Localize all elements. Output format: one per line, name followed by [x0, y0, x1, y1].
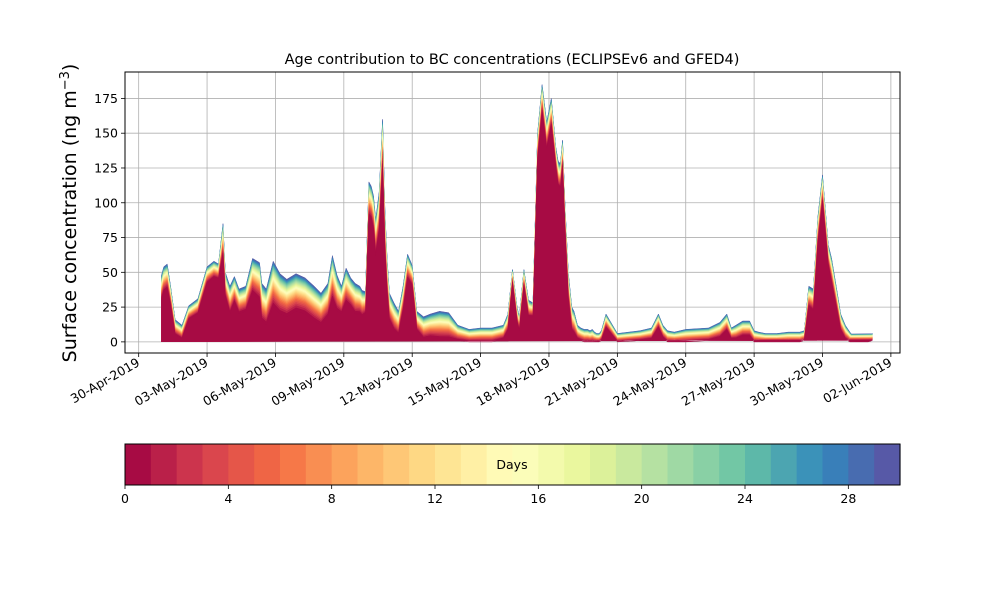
plot-frame: [124, 71, 901, 354]
y-axis-ticks: 0 25 50 75 100 125 150 175: [94, 91, 125, 349]
colorbar-cell: [280, 444, 307, 485]
colorbar-label: Days: [496, 457, 527, 472]
colorbar: Days 0 4 8 12 16 20 24 28: [121, 443, 901, 506]
y-tick-label: 150: [94, 126, 118, 141]
age-layer-fresh: [161, 112, 873, 343]
colorbar-cell: [460, 444, 488, 485]
colorbar-cell: [254, 444, 281, 485]
colorbar-cell: [719, 444, 746, 485]
colorbar-cell: [435, 444, 462, 485]
chart-title: Age contribution to BC concentrations (E…: [285, 52, 740, 68]
y-tick-label: 25: [102, 300, 118, 315]
colorbar-cell: [770, 444, 798, 485]
colorbar-cell: [538, 444, 565, 485]
colorbar-tick-label: 12: [427, 491, 443, 506]
colorbar-tick-label: 24: [737, 491, 753, 506]
y-tick-label: 125: [94, 160, 118, 175]
colorbar-ticks: 0 4 8 12 16 20 24 28: [121, 485, 856, 506]
colorbar-tick-label: 16: [530, 491, 546, 506]
colorbar-frame: [124, 443, 901, 486]
colorbar-cell: [848, 444, 875, 485]
colorbar-cell: [305, 444, 333, 485]
colorbar-cell: [822, 444, 849, 485]
colorbar-cell: [202, 444, 229, 485]
colorbar-cell: [331, 444, 359, 485]
colorbar-cell: [693, 444, 720, 485]
colorbar-cell: [564, 444, 591, 485]
y-tick-label: 0: [110, 334, 118, 349]
colorbar-cell: [357, 444, 384, 485]
colorbar-tick-label: 28: [840, 491, 856, 506]
colorbar-cell: [667, 444, 694, 485]
colorbar-cells: [125, 444, 901, 485]
colorbar-tick-label: 4: [224, 491, 232, 506]
colorbar-cell: [176, 444, 204, 485]
colorbar-cell: [125, 444, 152, 485]
y-tick-label: 100: [94, 195, 118, 210]
y-tick-label: 50: [102, 265, 118, 280]
colorbar-cell: [383, 444, 410, 485]
colorbar-cell: [874, 444, 901, 485]
age-layers: [161, 84, 873, 343]
colorbar-tick-label: 8: [328, 491, 336, 506]
colorbar-cell: [150, 444, 178, 485]
colorbar-cell: [590, 444, 617, 485]
colorbar-cell: [796, 444, 824, 485]
colorbar-cell: [486, 444, 514, 485]
y-tick-label: 75: [102, 230, 118, 245]
colorbar-cell: [228, 444, 255, 485]
colorbar-tick-label: 0: [121, 491, 129, 506]
colorbar-cell: [409, 444, 436, 485]
colorbar-cell: [745, 444, 772, 485]
grid-lines: [125, 72, 900, 353]
y-axis-label: Surface concentration (ng m−3): [58, 64, 82, 363]
colorbar-cell: [512, 444, 539, 485]
colorbar-cell: [615, 444, 643, 485]
colorbar-cell: [641, 444, 669, 485]
colorbar-tick-label: 20: [634, 491, 650, 506]
y-tick-label: 175: [94, 91, 118, 106]
